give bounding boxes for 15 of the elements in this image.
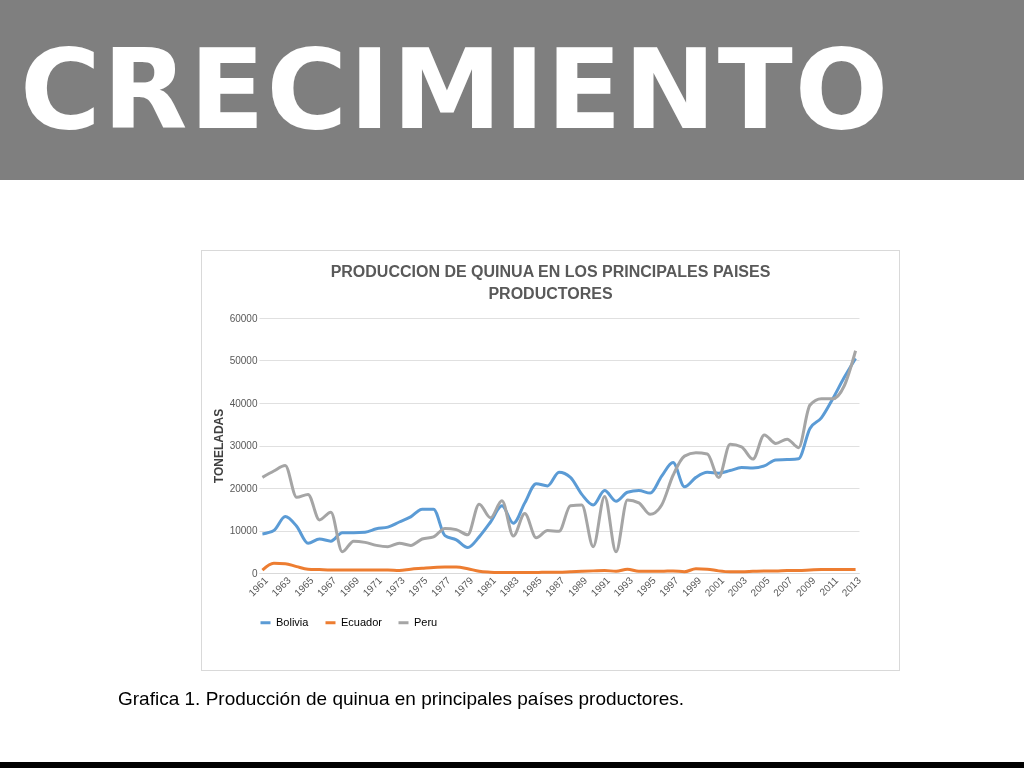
text: Grafica 1. Producción de quinua en principales países productores. (118, 688, 685, 710)
legend-label: Bolivia (276, 615, 310, 628)
y-tick-label: 50000 (229, 355, 258, 366)
y-tick-label: 30000 (229, 440, 258, 451)
y-tick-label: 0 (251, 567, 258, 579)
text: CRECIMIENTO (20, 26, 891, 154)
y-tick-label: 40000 (229, 397, 258, 409)
y-tick-label: 60000 (229, 312, 258, 324)
y-axis-title: TONELADAS (211, 408, 226, 484)
y-tick-label: 10000 (229, 525, 258, 536)
legend-label: Peru (414, 615, 438, 628)
y-tick-label: 20000 (229, 482, 258, 494)
line-series (260, 561, 858, 575)
legend-label: Ecuador (341, 615, 383, 628)
chart-title: PRODUCCION DE QUINUA EN LOS PRINCIPALES PAISES PRODUCTORES (329, 262, 772, 304)
